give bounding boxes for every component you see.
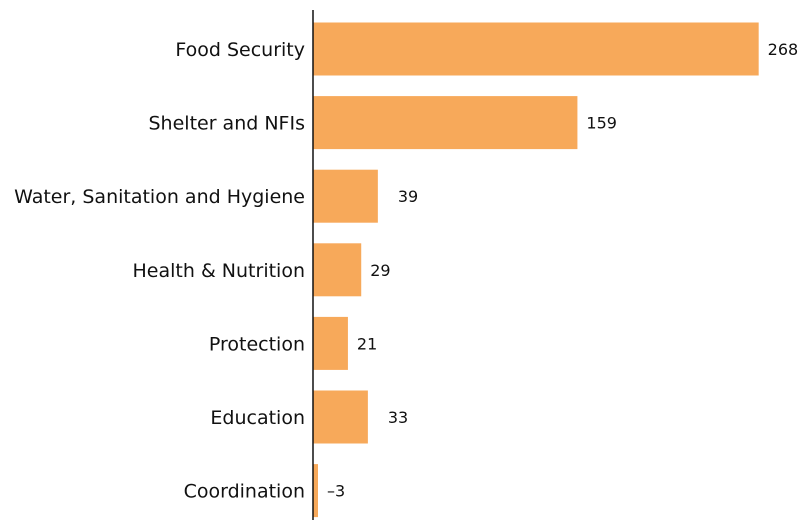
value-label-coordination: –3 xyxy=(327,482,345,501)
category-label-education: Education xyxy=(210,407,305,429)
value-label-food-security: 268 xyxy=(768,40,799,59)
bars: Food Security 268 Shelter and NFIs 159 Water… xyxy=(14,22,799,518)
value-label-water-sanitation-and-hygiene: 39 xyxy=(398,187,418,206)
category-label-coordination: Coordination xyxy=(184,481,305,503)
bar-food-security xyxy=(313,22,759,76)
bar-education xyxy=(313,390,368,444)
category-label-water-sanitation-and-hygiene: Water, Sanitation and Hygiene xyxy=(14,186,305,208)
bar-water-sanitation-and-hygiene xyxy=(313,169,378,223)
category-label-health-nutrition: Health & Nutrition xyxy=(133,260,305,282)
bar-coordination xyxy=(313,464,318,518)
category-label-food-security: Food Security xyxy=(175,39,305,61)
category-label-shelter-and-nfis: Shelter and NFIs xyxy=(149,113,306,135)
value-label-health-nutrition: 29 xyxy=(370,261,390,280)
bar-shelter-and-nfis xyxy=(313,96,578,150)
bar-protection xyxy=(313,316,348,370)
value-label-protection: 21 xyxy=(357,334,377,353)
value-label-education: 33 xyxy=(388,408,408,427)
category-label-protection: Protection xyxy=(209,333,305,355)
value-label-shelter-and-nfis: 159 xyxy=(586,114,617,133)
bar-health-nutrition xyxy=(313,243,362,297)
